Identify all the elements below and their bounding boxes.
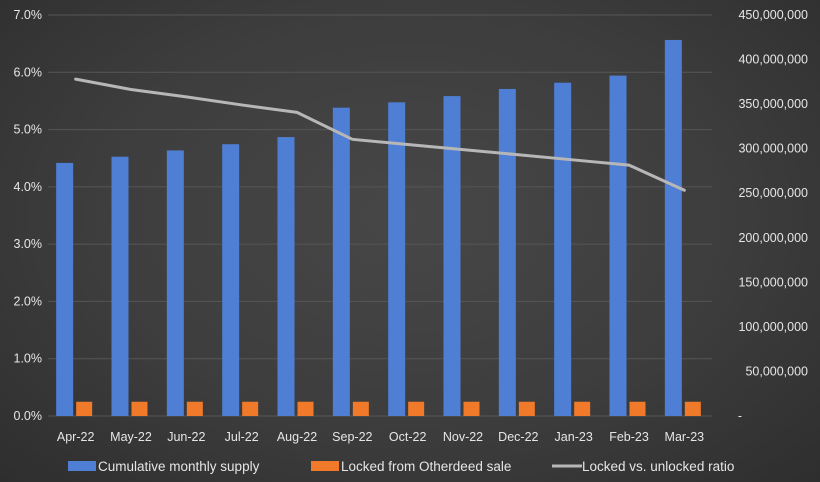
bar-locked-May-22 bbox=[131, 401, 148, 416]
left-tick-label: 6.0% bbox=[14, 65, 43, 79]
x-tick-label: Apr-22 bbox=[57, 430, 95, 444]
bar-supply-Mar-23 bbox=[664, 39, 682, 416]
ratio-line-path bbox=[74, 77, 686, 192]
bar-supply-Jun-22 bbox=[166, 150, 184, 416]
bar-supply-Aug-22 bbox=[277, 137, 295, 417]
left-tick-label: 2.0% bbox=[14, 294, 43, 308]
x-tick-label: Dec-22 bbox=[498, 430, 538, 444]
x-axis: Apr-22 May-22 Jun-22 Jul-22 Aug-22 Sep-22 Oct-… bbox=[57, 430, 704, 444]
bar-supply-Oct-22 bbox=[388, 102, 406, 416]
right-tick-label: 150,000,000 bbox=[738, 275, 808, 289]
x-tick-label: Aug-22 bbox=[277, 430, 317, 444]
right-tick-label: - bbox=[738, 409, 742, 423]
bar-locked-Apr-22 bbox=[76, 401, 93, 416]
right-tick-label: 250,000,000 bbox=[738, 186, 808, 200]
bar-locked-Jun-22 bbox=[186, 401, 203, 416]
bar-locked-Jan-23 bbox=[574, 401, 591, 416]
bars bbox=[56, 39, 701, 417]
legend-label: Locked vs. unlocked ratio bbox=[582, 459, 734, 474]
bar-locked-Nov-22 bbox=[463, 401, 480, 416]
x-tick-label: Sep-22 bbox=[332, 430, 372, 444]
right-tick-label: 50,000,000 bbox=[745, 364, 808, 378]
bar-supply-Dec-22 bbox=[498, 88, 516, 416]
bar-locked-Mar-23 bbox=[684, 401, 701, 416]
left-tick-label: 7.0% bbox=[14, 8, 43, 22]
left-tick-label: 4.0% bbox=[14, 180, 43, 194]
legend-swatch-1 bbox=[311, 461, 339, 471]
legend: Cumulative monthly supply Locked from Oth… bbox=[68, 459, 734, 474]
x-tick-label: Nov-22 bbox=[443, 430, 483, 444]
x-tick-label: Jan-23 bbox=[555, 430, 593, 444]
right-axis: - 50,000,000 100,000,000 150,000,000 200,000… bbox=[738, 8, 808, 423]
bar-supply-Feb-23 bbox=[609, 75, 627, 417]
right-tick-label: 400,000,000 bbox=[738, 53, 808, 67]
legend-label: Cumulative monthly supply bbox=[98, 459, 260, 474]
bar-locked-Oct-22 bbox=[408, 401, 425, 416]
bar-locked-Jul-22 bbox=[242, 401, 259, 416]
x-tick-label: Mar-23 bbox=[665, 430, 705, 444]
bar-supply-Jan-23 bbox=[554, 82, 572, 417]
bar-locked-Sep-22 bbox=[352, 401, 369, 416]
left-tick-label: 1.0% bbox=[14, 352, 43, 366]
x-tick-label: Jul-22 bbox=[225, 430, 259, 444]
bar-supply-Jul-22 bbox=[222, 144, 240, 416]
legend-swatch-0 bbox=[68, 461, 96, 471]
right-tick-label: 450,000,000 bbox=[738, 8, 808, 22]
bar-supply-Apr-22 bbox=[56, 162, 74, 416]
x-tick-label: Jun-22 bbox=[167, 430, 205, 444]
legend-label: Locked from Otherdeed sale bbox=[341, 459, 511, 474]
ratio-line bbox=[74, 77, 686, 192]
left-tick-label: 5.0% bbox=[14, 123, 43, 137]
x-tick-label: May-22 bbox=[110, 430, 152, 444]
bar-supply-Sep-22 bbox=[332, 107, 350, 417]
right-tick-label: 350,000,000 bbox=[738, 97, 808, 111]
bar-locked-Feb-23 bbox=[629, 401, 646, 416]
bar-supply-May-22 bbox=[111, 156, 129, 417]
left-axis: 0.0% 1.0% 2.0% 3.0% 4.0% 5.0% 6.0% 7.0% bbox=[14, 8, 43, 423]
right-tick-label: 200,000,000 bbox=[738, 231, 808, 245]
left-tick-label: 0.0% bbox=[14, 409, 43, 423]
x-tick-label: Oct-22 bbox=[389, 430, 427, 444]
right-tick-label: 300,000,000 bbox=[738, 142, 808, 156]
left-tick-label: 3.0% bbox=[14, 237, 43, 251]
right-tick-label: 100,000,000 bbox=[738, 320, 808, 334]
x-tick-label: Feb-23 bbox=[609, 430, 649, 444]
gridlines bbox=[48, 14, 712, 417]
bar-locked-Dec-22 bbox=[518, 401, 535, 416]
bar-locked-Aug-22 bbox=[297, 401, 314, 416]
bar-supply-Nov-22 bbox=[443, 96, 461, 416]
